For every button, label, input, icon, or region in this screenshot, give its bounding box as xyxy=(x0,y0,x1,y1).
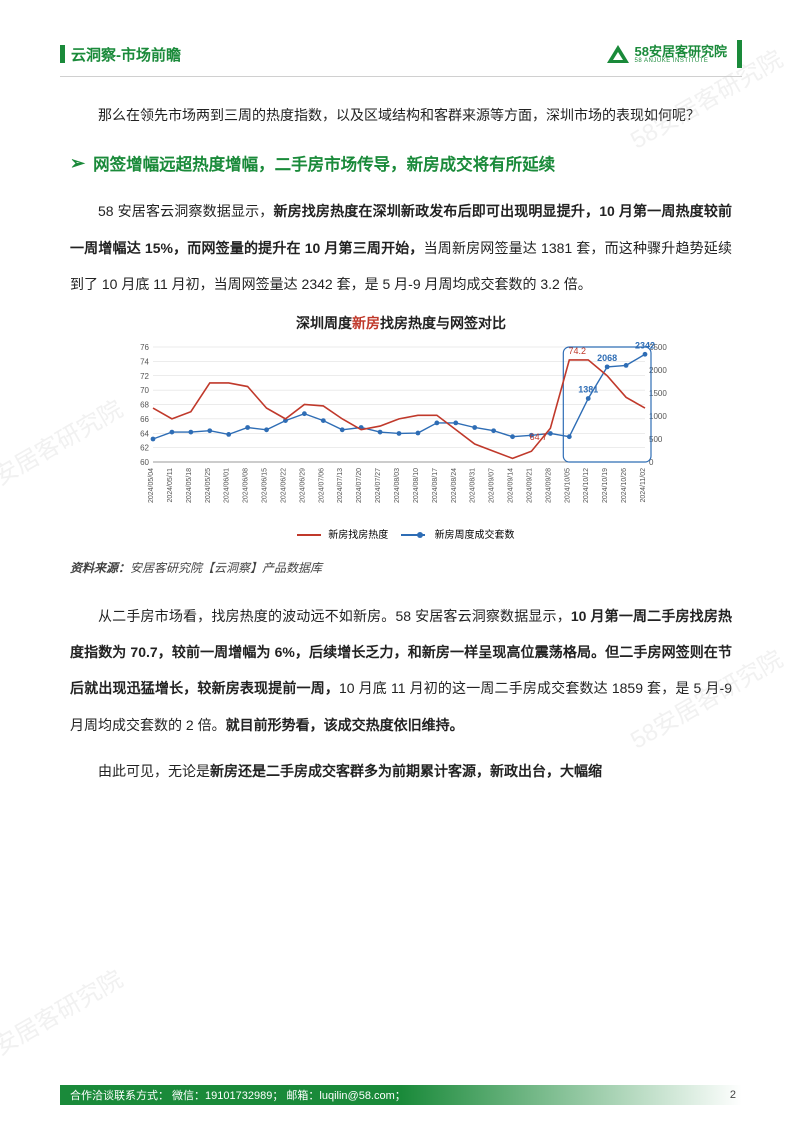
section-title: 网签增幅远超热度增幅，二手房市场传导，新房成交将有所延续 xyxy=(93,151,555,175)
logo-triangle-icon xyxy=(607,45,629,63)
header-left: 云洞察-市场前瞻 xyxy=(60,44,181,65)
svg-text:2024/05/18: 2024/05/18 xyxy=(186,467,193,502)
svg-text:2024/06/01: 2024/06/01 xyxy=(224,467,231,502)
svg-text:2024/08/03: 2024/08/03 xyxy=(394,467,401,502)
legend-label-2: 新房周度成交套数 xyxy=(435,530,515,541)
svg-text:2024/09/21: 2024/09/21 xyxy=(526,467,533,502)
p3-part-a: 由此可见，无论是 xyxy=(98,763,210,779)
arrow-bullet-icon: ➢ xyxy=(70,153,85,174)
svg-text:2024/08/24: 2024/08/24 xyxy=(451,467,458,502)
svg-text:2342: 2342 xyxy=(635,340,655,350)
page-content: 那么在领先市场两到三周的热度指数，以及区域结构和客群来源等方面，深圳市场的表现如… xyxy=(0,77,802,790)
svg-text:2024/10/05: 2024/10/05 xyxy=(564,467,571,502)
svg-text:2068: 2068 xyxy=(597,352,617,362)
svg-text:2024/09/07: 2024/09/07 xyxy=(489,467,496,502)
p3-part-b: 新房还是二手房成交客群多为前期累计客源，新政出台，大幅缩 xyxy=(210,763,602,779)
footer-contact: 合作洽谈联系方式： 微信：19101732989； 邮箱：luqilin@58.… xyxy=(70,1087,406,1103)
svg-text:2024/06/08: 2024/06/08 xyxy=(243,467,250,502)
paragraph-1: 58 安居客云洞察数据显示，新房找房热度在深圳新政发布后即可出现明显提升，10 … xyxy=(70,193,732,302)
svg-text:70: 70 xyxy=(140,386,149,395)
logo-text-cn: 58安居客研究院 xyxy=(635,45,727,58)
intro-paragraph: 那么在领先市场两到三周的热度指数，以及区域结构和客群来源等方面，深圳市场的表现如… xyxy=(70,97,732,133)
svg-text:2024/05/25: 2024/05/25 xyxy=(205,467,212,502)
page-footer: 合作洽谈联系方式： 微信：19101732989； 邮箱：luqilin@58.… xyxy=(60,1085,742,1105)
chart-title: 深圳周度新房找房热度与网签对比 xyxy=(121,313,681,333)
p2-part-d: 就目前形势看，该成交热度依旧维持。 xyxy=(226,717,464,733)
chart-title-prefix: 深圳周度 xyxy=(296,315,352,331)
svg-text:72: 72 xyxy=(140,371,149,380)
svg-text:2024/07/20: 2024/07/20 xyxy=(356,467,363,502)
dual-line-chart: 6062646668707274760500100015002000250020… xyxy=(121,339,681,524)
legend-dot-2 xyxy=(417,532,423,538)
svg-text:2024/07/27: 2024/07/27 xyxy=(375,467,382,502)
svg-text:2024/10/12: 2024/10/12 xyxy=(583,467,590,502)
svg-text:1000: 1000 xyxy=(649,412,667,421)
svg-text:2024/06/15: 2024/06/15 xyxy=(262,467,269,502)
svg-text:2024/08/10: 2024/08/10 xyxy=(413,467,420,502)
header-accent-bar xyxy=(60,45,65,63)
svg-text:2024/07/13: 2024/07/13 xyxy=(337,467,344,502)
svg-text:1381: 1381 xyxy=(578,384,598,394)
svg-text:2024/06/29: 2024/06/29 xyxy=(299,467,306,502)
p1-part-a: 58 安居客云洞察数据显示， xyxy=(98,203,273,219)
svg-text:2024/08/17: 2024/08/17 xyxy=(432,467,439,502)
chart-source: 资料来源：安居客研究院【云洞察】产品数据库 xyxy=(70,559,732,576)
svg-text:2024/06/22: 2024/06/22 xyxy=(280,467,287,502)
svg-text:1500: 1500 xyxy=(649,389,667,398)
header-title: 云洞察-市场前瞻 xyxy=(71,44,181,65)
page-header: 云洞察-市场前瞻 58安居客研究院 58 ANJUKE INSTITUTE xyxy=(0,0,802,76)
svg-text:68: 68 xyxy=(140,400,149,409)
paragraph-3: 由此可见，无论是新房还是二手房成交客群多为前期累计客源，新政出台，大幅缩 xyxy=(70,753,732,789)
logo-text-en: 58 ANJUKE INSTITUTE xyxy=(635,58,727,64)
watermark: 58安居客研究院 xyxy=(0,960,128,1076)
section-heading: ➢ 网签增幅远超热度增幅，二手房市场传导，新房成交将有所延续 xyxy=(70,151,732,175)
svg-text:60: 60 xyxy=(140,458,149,467)
svg-text:2024/05/11: 2024/05/11 xyxy=(167,467,174,502)
svg-text:74.2: 74.2 xyxy=(569,346,587,356)
legend-line-1 xyxy=(297,534,321,536)
svg-text:2024/07/06: 2024/07/06 xyxy=(318,467,325,502)
svg-text:2024/10/26: 2024/10/26 xyxy=(621,467,628,502)
svg-text:2024/09/14: 2024/09/14 xyxy=(508,467,515,502)
svg-text:66: 66 xyxy=(140,414,149,423)
chart-title-suffix: 找房热度与网签对比 xyxy=(380,315,506,331)
svg-text:2024/05/04: 2024/05/04 xyxy=(148,467,155,502)
chart-legend: 新房找房热度 新房周度成交套数 xyxy=(121,526,681,541)
source-label: 资料来源： xyxy=(70,561,130,575)
legend-label-1: 新房找房热度 xyxy=(328,530,388,541)
svg-text:64: 64 xyxy=(140,429,149,438)
p2-part-a: 从二手房市场看，找房热度的波动远不如新房。58 安居客云洞察数据显示， xyxy=(98,608,571,624)
svg-text:62: 62 xyxy=(140,443,149,452)
page-number: 2 xyxy=(730,1089,742,1101)
svg-text:64.7: 64.7 xyxy=(530,432,548,442)
svg-text:2024/10/19: 2024/10/19 xyxy=(602,467,609,502)
chart-title-highlight: 新房 xyxy=(352,315,380,331)
paragraph-2: 从二手房市场看，找房热度的波动远不如新房。58 安居客云洞察数据显示，10 月第… xyxy=(70,598,732,744)
svg-text:2024/11/02: 2024/11/02 xyxy=(640,467,647,502)
source-text: 安居客研究院【云洞察】产品数据库 xyxy=(130,561,322,575)
svg-text:2000: 2000 xyxy=(649,366,667,375)
svg-text:76: 76 xyxy=(140,343,149,352)
chart-container: 深圳周度新房找房热度与网签对比 606264666870727476050010… xyxy=(121,313,681,541)
svg-text:74: 74 xyxy=(140,357,149,366)
svg-text:2024/08/31: 2024/08/31 xyxy=(470,467,477,502)
footer-bar: 合作洽谈联系方式： 微信：19101732989； 邮箱：luqilin@58.… xyxy=(60,1085,742,1105)
header-logo: 58安居客研究院 58 ANJUKE INSTITUTE xyxy=(607,40,742,68)
svg-text:2024/09/28: 2024/09/28 xyxy=(545,467,552,502)
logo-vertical-bar xyxy=(737,40,742,68)
